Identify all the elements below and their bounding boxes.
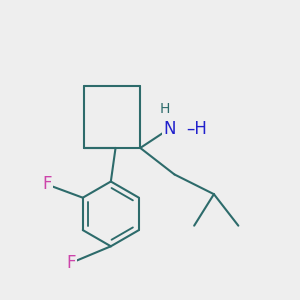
Text: H: H xyxy=(160,102,170,116)
Text: N: N xyxy=(164,119,176,137)
Text: F: F xyxy=(67,254,76,272)
Text: F: F xyxy=(42,176,52,194)
Text: –H: –H xyxy=(186,119,207,137)
